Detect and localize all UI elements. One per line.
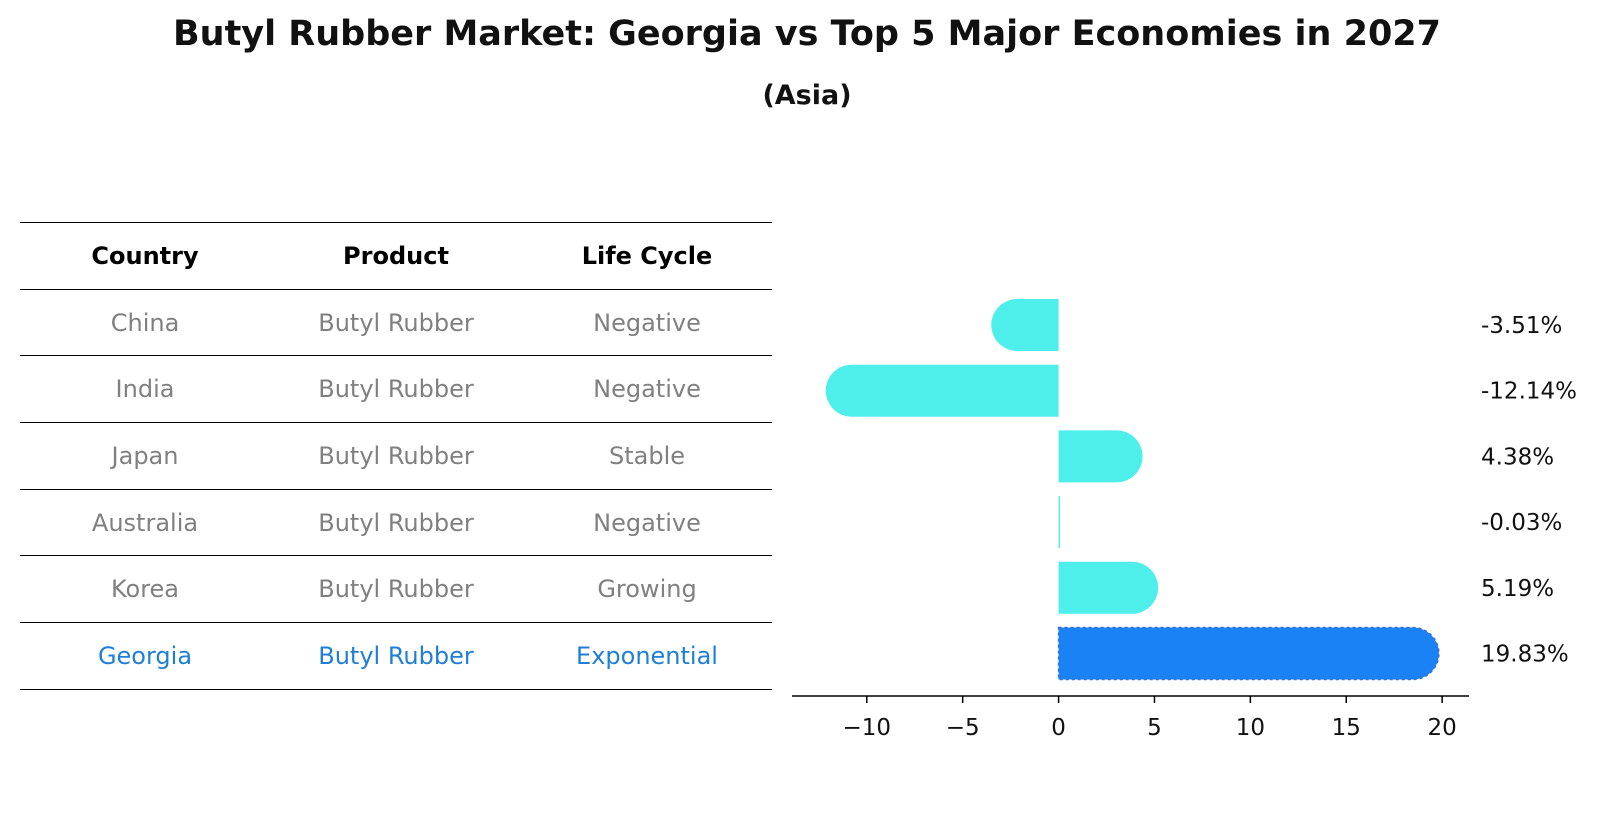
header-life-cycle: Life Cycle [581, 241, 713, 270]
value-label: -0.03% [1481, 510, 1562, 536]
x-tick-label: −5 [946, 715, 980, 741]
life-cycle-cell: Exponential [576, 641, 718, 670]
table-row-highlighted: Georgia Butyl Rubber Exponential [20, 622, 772, 690]
header-country: Country [91, 241, 199, 270]
x-tick-label: 0 [1051, 715, 1066, 741]
product-cell: Butyl Rubber [318, 375, 474, 404]
x-tick-label: 20 [1428, 715, 1457, 741]
x-tick-label: −10 [843, 715, 892, 741]
bar-australia [1058, 496, 1061, 549]
bar-india [825, 364, 1059, 417]
life-cycle-cell: Negative [593, 508, 701, 537]
table-row: China Butyl Rubber Negative [20, 288, 772, 356]
country-cell: Georgia [97, 641, 193, 670]
value-label: 19.83% [1481, 642, 1569, 668]
table-header-row: Country Product Life Cycle [20, 222, 772, 289]
table-row: Australia Butyl Rubber Negative [20, 488, 772, 556]
bar-georgia [1057, 626, 1440, 681]
product-cell: Butyl Rubber [318, 575, 474, 604]
x-tick-label: 15 [1332, 715, 1361, 741]
table-row: Japan Butyl Rubber Stable [20, 422, 772, 489]
country-cell: Australia [91, 508, 199, 537]
x-tick-label: 10 [1236, 715, 1265, 741]
bar-korea [1058, 561, 1159, 614]
country-table: Country Product Life Cycle China Butyl R… [20, 222, 772, 690]
product-cell: Butyl Rubber [318, 308, 474, 337]
product-cell: Butyl Rubber [318, 441, 474, 470]
product-cell: Butyl Rubber [318, 508, 474, 537]
value-label: -12.14% [1481, 379, 1577, 405]
value-label: -3.51% [1481, 313, 1562, 339]
header-product: Product [343, 241, 449, 270]
table-row: Korea Butyl Rubber Growing [20, 555, 772, 622]
value-label: 4.38% [1481, 444, 1554, 470]
value-label: 5.19% [1481, 576, 1554, 602]
x-tick-label: 5 [1147, 715, 1162, 741]
country-cell: China [110, 308, 180, 337]
table-row: India Butyl Rubber Negative [20, 355, 772, 422]
chart-subtitle: (Asia) [762, 80, 852, 111]
life-cycle-cell: Stable [608, 441, 686, 470]
chart-title: Butyl Rubber Market: Georgia vs Top 5 Ma… [172, 14, 1441, 54]
country-cell: Japan [111, 441, 179, 470]
product-cell: Butyl Rubber [318, 641, 474, 670]
life-cycle-cell: Negative [593, 308, 701, 337]
country-cell: Korea [110, 575, 180, 604]
bar-china [991, 299, 1059, 351]
bar-japan [1058, 430, 1143, 483]
life-cycle-cell: Growing [597, 575, 697, 604]
country-cell: India [115, 375, 175, 404]
life-cycle-cell: Negative [593, 375, 701, 404]
